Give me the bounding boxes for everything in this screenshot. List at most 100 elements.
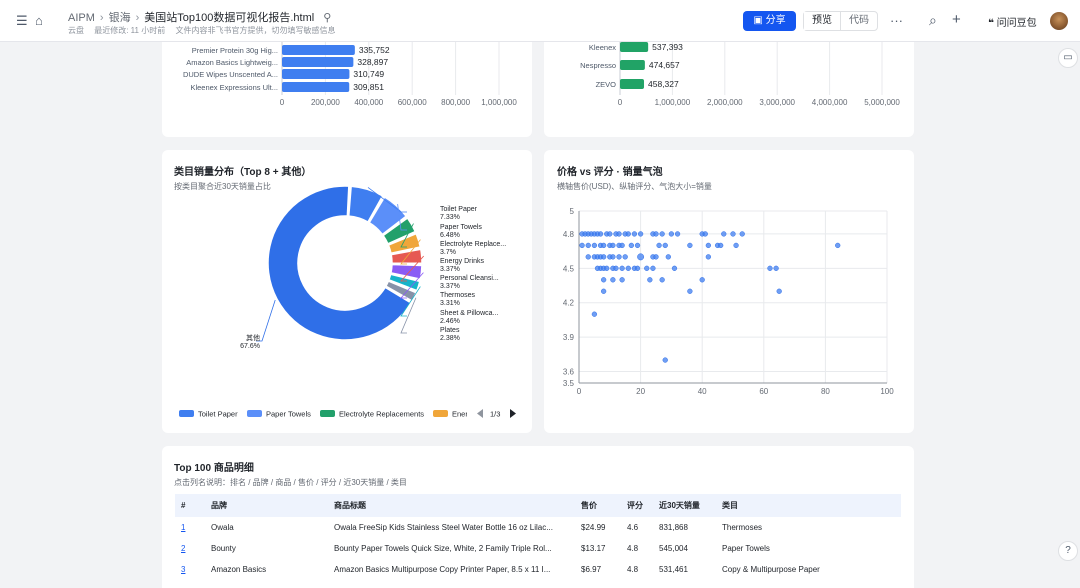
scatter-point	[585, 242, 591, 249]
sidebar-toggle-icon[interactable]: ☰	[16, 13, 28, 28]
label-leader-line	[400, 272, 424, 299]
rank-link[interactable]: 1	[181, 523, 186, 532]
col-header-sales[interactable]: 近30天销量	[653, 494, 716, 517]
legend-label: Electrolyte Replacements	[339, 410, 424, 419]
slice-label: Toilet Paper	[440, 206, 478, 213]
col-header-brand[interactable]: 品牌	[205, 494, 328, 517]
location-label: 云盘	[68, 26, 84, 35]
rank-cell[interactable]: 1	[175, 517, 205, 538]
label-leader-line	[400, 286, 421, 317]
rank-link[interactable]: 2	[181, 544, 186, 553]
breadcrumb-root[interactable]: AIPM	[68, 12, 95, 24]
x-tick-label: 80	[821, 387, 830, 396]
scatter-point	[659, 231, 665, 237]
x-tick-label: 400,000	[354, 98, 383, 107]
bar-category-label: Premier Protein 30g Hig...	[192, 46, 278, 55]
bar-category-label: ZEVO	[596, 80, 617, 89]
legend-label: Energ	[452, 410, 472, 419]
bar-value-label: 458,327	[648, 79, 679, 89]
avatar[interactable]	[1050, 12, 1068, 30]
donut-slice	[387, 273, 421, 292]
scatter-point	[625, 265, 631, 271]
title-cell: Bounty Paper Towels Quick Size, White, 2…	[334, 544, 552, 553]
breadcrumb-folder[interactable]: 银海	[108, 12, 131, 24]
legend-mask	[467, 406, 477, 420]
table-row: 3 Amazon Basics Amazon Basics Multipurpo…	[175, 559, 901, 580]
preview-tab[interactable]: 预览	[804, 12, 841, 30]
scatter-point	[597, 231, 604, 237]
price-rating-card: 价格 vs 评分 · 销量气泡 横轴售价(USD)、纵轴评分、气泡大小=销量 3…	[544, 150, 914, 433]
price-cell: $13.17	[581, 544, 606, 553]
ask-doubao-label: 问问豆包	[996, 18, 1037, 29]
col-header-category[interactable]: 类目	[716, 494, 901, 517]
x-tick-label: 100	[880, 387, 894, 396]
ask-doubao-button[interactable]: ❝ 问问豆包	[988, 14, 1037, 29]
title-cell: Amazon Basics Multipurpose Copy Printer …	[334, 565, 551, 574]
category-cell: Copy & Multipurpose Paper	[722, 565, 820, 574]
rank-cell[interactable]: 3	[175, 559, 205, 580]
breadcrumb: AIPM › 银海 › 美国站Top100数据可视化报告.html ⚲	[68, 9, 331, 25]
col-header-rating[interactable]: 评分	[621, 494, 653, 517]
slice-label: Paper Towels	[440, 224, 482, 231]
label-leader-line	[400, 223, 414, 248]
scatter-point	[668, 231, 675, 237]
more-icon[interactable]: ···	[890, 13, 903, 28]
sales-cell: 531,461	[659, 565, 688, 574]
scatter-point	[662, 242, 668, 249]
share-label: 分享	[765, 15, 786, 26]
scatter-point	[619, 265, 625, 271]
col-header-price[interactable]: 售价	[575, 494, 621, 517]
slice-label: Electrolyte Replace...	[440, 241, 506, 248]
label-leader-line	[400, 239, 421, 265]
legend-label: Paper Towels	[266, 410, 311, 419]
help-icon[interactable]: ?	[1058, 541, 1078, 561]
breadcrumb-separator-icon: ›	[99, 12, 104, 24]
card-title: Top 100 商品明细	[174, 463, 254, 474]
y-tick-label: 4.2	[563, 299, 575, 308]
col-header-title[interactable]: 商品标题	[328, 494, 575, 517]
search-icon[interactable]: ⌕	[929, 12, 937, 28]
col-header-rank[interactable]: #	[175, 494, 205, 517]
scatter-point	[591, 311, 598, 317]
donut-slice	[267, 185, 412, 341]
table-row: 1 Owala Owala FreeSip Kids Stainless Ste…	[175, 517, 901, 538]
add-icon[interactable]: +	[952, 11, 961, 28]
comment-icon[interactable]: ▭	[1058, 48, 1078, 68]
slice-percent: 2.46%	[440, 318, 460, 325]
scatter-point	[594, 265, 601, 271]
legend-label: Toilet Paper	[198, 410, 238, 419]
document-title[interactable]: 美国站Top100数据可视化报告.html	[144, 12, 315, 24]
product-detail-card: Top 100 商品明细 点击列名说明：排名 / 品牌 / 商品 / 售价 / …	[162, 446, 914, 588]
brand-cell: Owala	[211, 523, 234, 532]
bar-value-label: 474,657	[649, 60, 680, 70]
bar-value-label: 537,393	[652, 42, 683, 52]
x-tick-label: 4,000,000	[812, 98, 848, 107]
rank-link[interactable]: 3	[181, 565, 186, 574]
y-tick-label: 4.8	[563, 230, 575, 239]
y-axis-name-mask	[559, 196, 599, 204]
scatter-point	[600, 288, 607, 294]
share-button[interactable]: ▣ 分享	[743, 11, 796, 31]
scatter-point	[705, 254, 712, 260]
top-brands-card: 0 1,000,000 2,000,000 3,000,000 4,000,000 5,0…	[544, 42, 914, 137]
y-tick-label: 3.9	[563, 333, 575, 342]
y-tick-label: 4.5	[563, 264, 575, 273]
home-icon[interactable]: ⌂	[35, 13, 43, 28]
quote-icon: ❝	[988, 18, 997, 29]
scatter-point	[733, 242, 739, 249]
rank-cell[interactable]: 2	[175, 538, 205, 559]
top-bar: ☰ ⌂ AIPM › 银海 › 美国站Top100数据可视化报告.html ⚲ 云盘 最…	[0, 0, 1080, 42]
category-cell: Paper Towels	[722, 544, 770, 553]
y-tick-label: 3.5	[563, 379, 575, 388]
pin-icon[interactable]: ⚲	[323, 12, 332, 24]
scatter-point	[650, 265, 656, 271]
legend-next-icon	[510, 409, 516, 418]
scatter-point	[637, 231, 644, 237]
x-tick-label: 60	[759, 387, 768, 396]
x-tick-label: 20	[636, 387, 645, 396]
code-tab[interactable]: 代码	[849, 15, 869, 26]
bar	[620, 60, 645, 70]
legend-swatch	[179, 410, 194, 417]
x-tick-label: 0	[280, 98, 285, 107]
scatter-point	[579, 242, 585, 249]
